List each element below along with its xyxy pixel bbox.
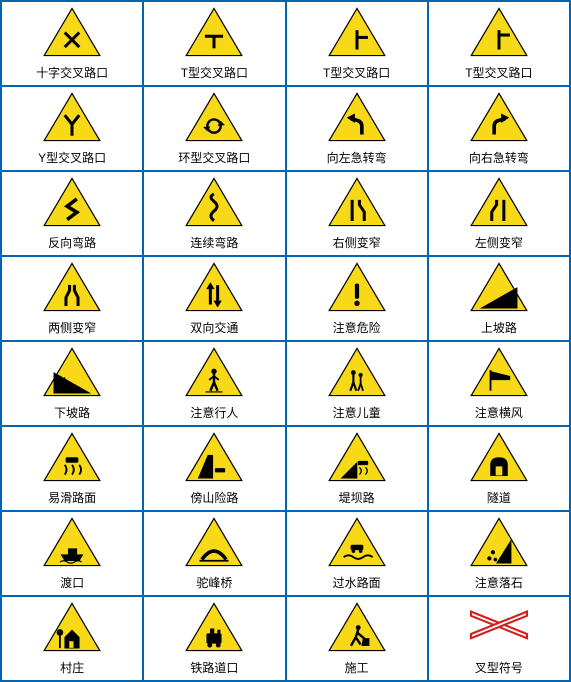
sign-cell-t-intersection-1: T型交叉路口 bbox=[143, 1, 285, 86]
sign-label: 左侧变窄 bbox=[475, 234, 523, 251]
sign-cell-embankment: 堤坝路 bbox=[286, 426, 428, 511]
sign-label: T型交叉路口 bbox=[323, 64, 390, 81]
sign-cell-y-intersection: Y型交叉路口 bbox=[1, 86, 143, 171]
sign-icon-ferry bbox=[37, 516, 107, 568]
sign-label: 铁路道口 bbox=[190, 659, 238, 676]
sign-cell-narrow-right: 右侧变窄 bbox=[286, 171, 428, 256]
sign-icon-tunnel bbox=[464, 431, 534, 483]
sign-grid: 十字交叉路口 T型交叉路口 T型交叉路口 T型交叉路口 Y型交叉路口 环型交叉路… bbox=[0, 0, 571, 682]
sign-label: 右侧变窄 bbox=[333, 234, 381, 251]
sign-icon-t-intersection-1 bbox=[179, 6, 249, 58]
sign-cell-t-intersection-2: T型交叉路口 bbox=[286, 1, 428, 86]
sign-icon-railway bbox=[179, 601, 249, 653]
sign-icon-t-intersection-2 bbox=[322, 6, 392, 58]
sign-label: 下坡路 bbox=[54, 404, 90, 421]
sign-cell-winding: 连续弯路 bbox=[143, 171, 285, 256]
sign-cell-two-way: 双向交通 bbox=[143, 256, 285, 341]
sign-cell-cross-intersection: 十字交叉路口 bbox=[1, 1, 143, 86]
sign-label: 双向交通 bbox=[190, 319, 238, 336]
sign-icon-uphill bbox=[464, 261, 534, 313]
sign-label: Y型交叉路口 bbox=[38, 149, 106, 166]
sign-label: 十字交叉路口 bbox=[36, 64, 108, 81]
sign-label: 注意行人 bbox=[190, 404, 238, 421]
sign-label: 向左急转弯 bbox=[327, 149, 387, 166]
sign-icon-roundabout bbox=[179, 91, 249, 143]
sign-cell-ford: 过水路面 bbox=[286, 511, 428, 596]
sign-icon-village bbox=[37, 601, 107, 653]
sign-icon-sharp-left bbox=[322, 91, 392, 143]
sign-icon-crossbuck bbox=[464, 601, 534, 653]
sign-cell-railway: 铁路道口 bbox=[143, 596, 285, 681]
sign-icon-embankment bbox=[322, 431, 392, 483]
sign-label: 村庄 bbox=[60, 659, 84, 676]
sign-icon-cliff bbox=[179, 431, 249, 483]
sign-cell-hump-bridge: 驼峰桥 bbox=[143, 511, 285, 596]
sign-label: 隧道 bbox=[487, 489, 511, 506]
sign-cell-falling-rocks: 注意落石 bbox=[428, 511, 570, 596]
sign-cell-roundabout: 环型交叉路口 bbox=[143, 86, 285, 171]
sign-icon-two-way bbox=[179, 261, 249, 313]
sign-icon-crosswind bbox=[464, 346, 534, 398]
sign-icon-narrow-both bbox=[37, 261, 107, 313]
sign-cell-tunnel: 隧道 bbox=[428, 426, 570, 511]
sign-cell-danger: 注意危险 bbox=[286, 256, 428, 341]
sign-label: 渡口 bbox=[60, 574, 84, 591]
sign-label: 傍山险路 bbox=[190, 489, 238, 506]
sign-cell-crosswind: 注意横风 bbox=[428, 341, 570, 426]
sign-icon-narrow-left bbox=[464, 176, 534, 228]
sign-label: 向右急转弯 bbox=[469, 149, 529, 166]
sign-label: 注意横风 bbox=[475, 404, 523, 421]
sign-icon-falling-rocks bbox=[464, 516, 534, 568]
sign-label: 上坡路 bbox=[481, 319, 517, 336]
sign-cell-uphill: 上坡路 bbox=[428, 256, 570, 341]
sign-icon-sharp-right bbox=[464, 91, 534, 143]
sign-cell-narrow-left: 左侧变窄 bbox=[428, 171, 570, 256]
sign-label: 易滑路面 bbox=[48, 489, 96, 506]
sign-icon-downhill bbox=[37, 346, 107, 398]
sign-label: T型交叉路口 bbox=[181, 64, 248, 81]
sign-label: 堤坝路 bbox=[339, 489, 375, 506]
sign-cell-narrow-both: 两侧变窄 bbox=[1, 256, 143, 341]
sign-label: 驼峰桥 bbox=[196, 574, 232, 591]
sign-label: 过水路面 bbox=[333, 574, 381, 591]
sign-label: 环型交叉路口 bbox=[178, 149, 250, 166]
sign-label: 叉型符号 bbox=[475, 659, 523, 676]
sign-icon-reverse-curve bbox=[37, 176, 107, 228]
sign-icon-children bbox=[322, 346, 392, 398]
sign-icon-winding bbox=[179, 176, 249, 228]
sign-cell-ferry: 渡口 bbox=[1, 511, 143, 596]
sign-label: 注意儿童 bbox=[333, 404, 381, 421]
sign-cell-downhill: 下坡路 bbox=[1, 341, 143, 426]
sign-icon-t-intersection-3 bbox=[464, 6, 534, 58]
sign-label: 施工 bbox=[345, 659, 369, 676]
sign-cell-cliff: 傍山险路 bbox=[143, 426, 285, 511]
sign-cell-reverse-curve: 反向弯路 bbox=[1, 171, 143, 256]
sign-label: 两侧变窄 bbox=[48, 319, 96, 336]
sign-icon-hump-bridge bbox=[179, 516, 249, 568]
sign-label: 注意危险 bbox=[333, 319, 381, 336]
sign-cell-village: 村庄 bbox=[1, 596, 143, 681]
sign-cell-slippery: 易滑路面 bbox=[1, 426, 143, 511]
sign-icon-narrow-right bbox=[322, 176, 392, 228]
sign-icon-ford bbox=[322, 516, 392, 568]
sign-icon-danger bbox=[322, 261, 392, 313]
sign-icon-y-intersection bbox=[37, 91, 107, 143]
sign-label: 反向弯路 bbox=[48, 234, 96, 251]
sign-cell-t-intersection-3: T型交叉路口 bbox=[428, 1, 570, 86]
sign-label: 连续弯路 bbox=[190, 234, 238, 251]
sign-icon-roadwork bbox=[322, 601, 392, 653]
sign-label: T型交叉路口 bbox=[465, 64, 532, 81]
sign-icon-cross-intersection bbox=[37, 6, 107, 58]
sign-cell-children: 注意儿童 bbox=[286, 341, 428, 426]
sign-icon-slippery bbox=[37, 431, 107, 483]
sign-cell-pedestrian: 注意行人 bbox=[143, 341, 285, 426]
sign-cell-crossbuck: 叉型符号 bbox=[428, 596, 570, 681]
sign-label: 注意落石 bbox=[475, 574, 523, 591]
sign-icon-pedestrian bbox=[179, 346, 249, 398]
sign-cell-sharp-right: 向右急转弯 bbox=[428, 86, 570, 171]
sign-cell-roadwork: 施工 bbox=[286, 596, 428, 681]
sign-cell-sharp-left: 向左急转弯 bbox=[286, 86, 428, 171]
